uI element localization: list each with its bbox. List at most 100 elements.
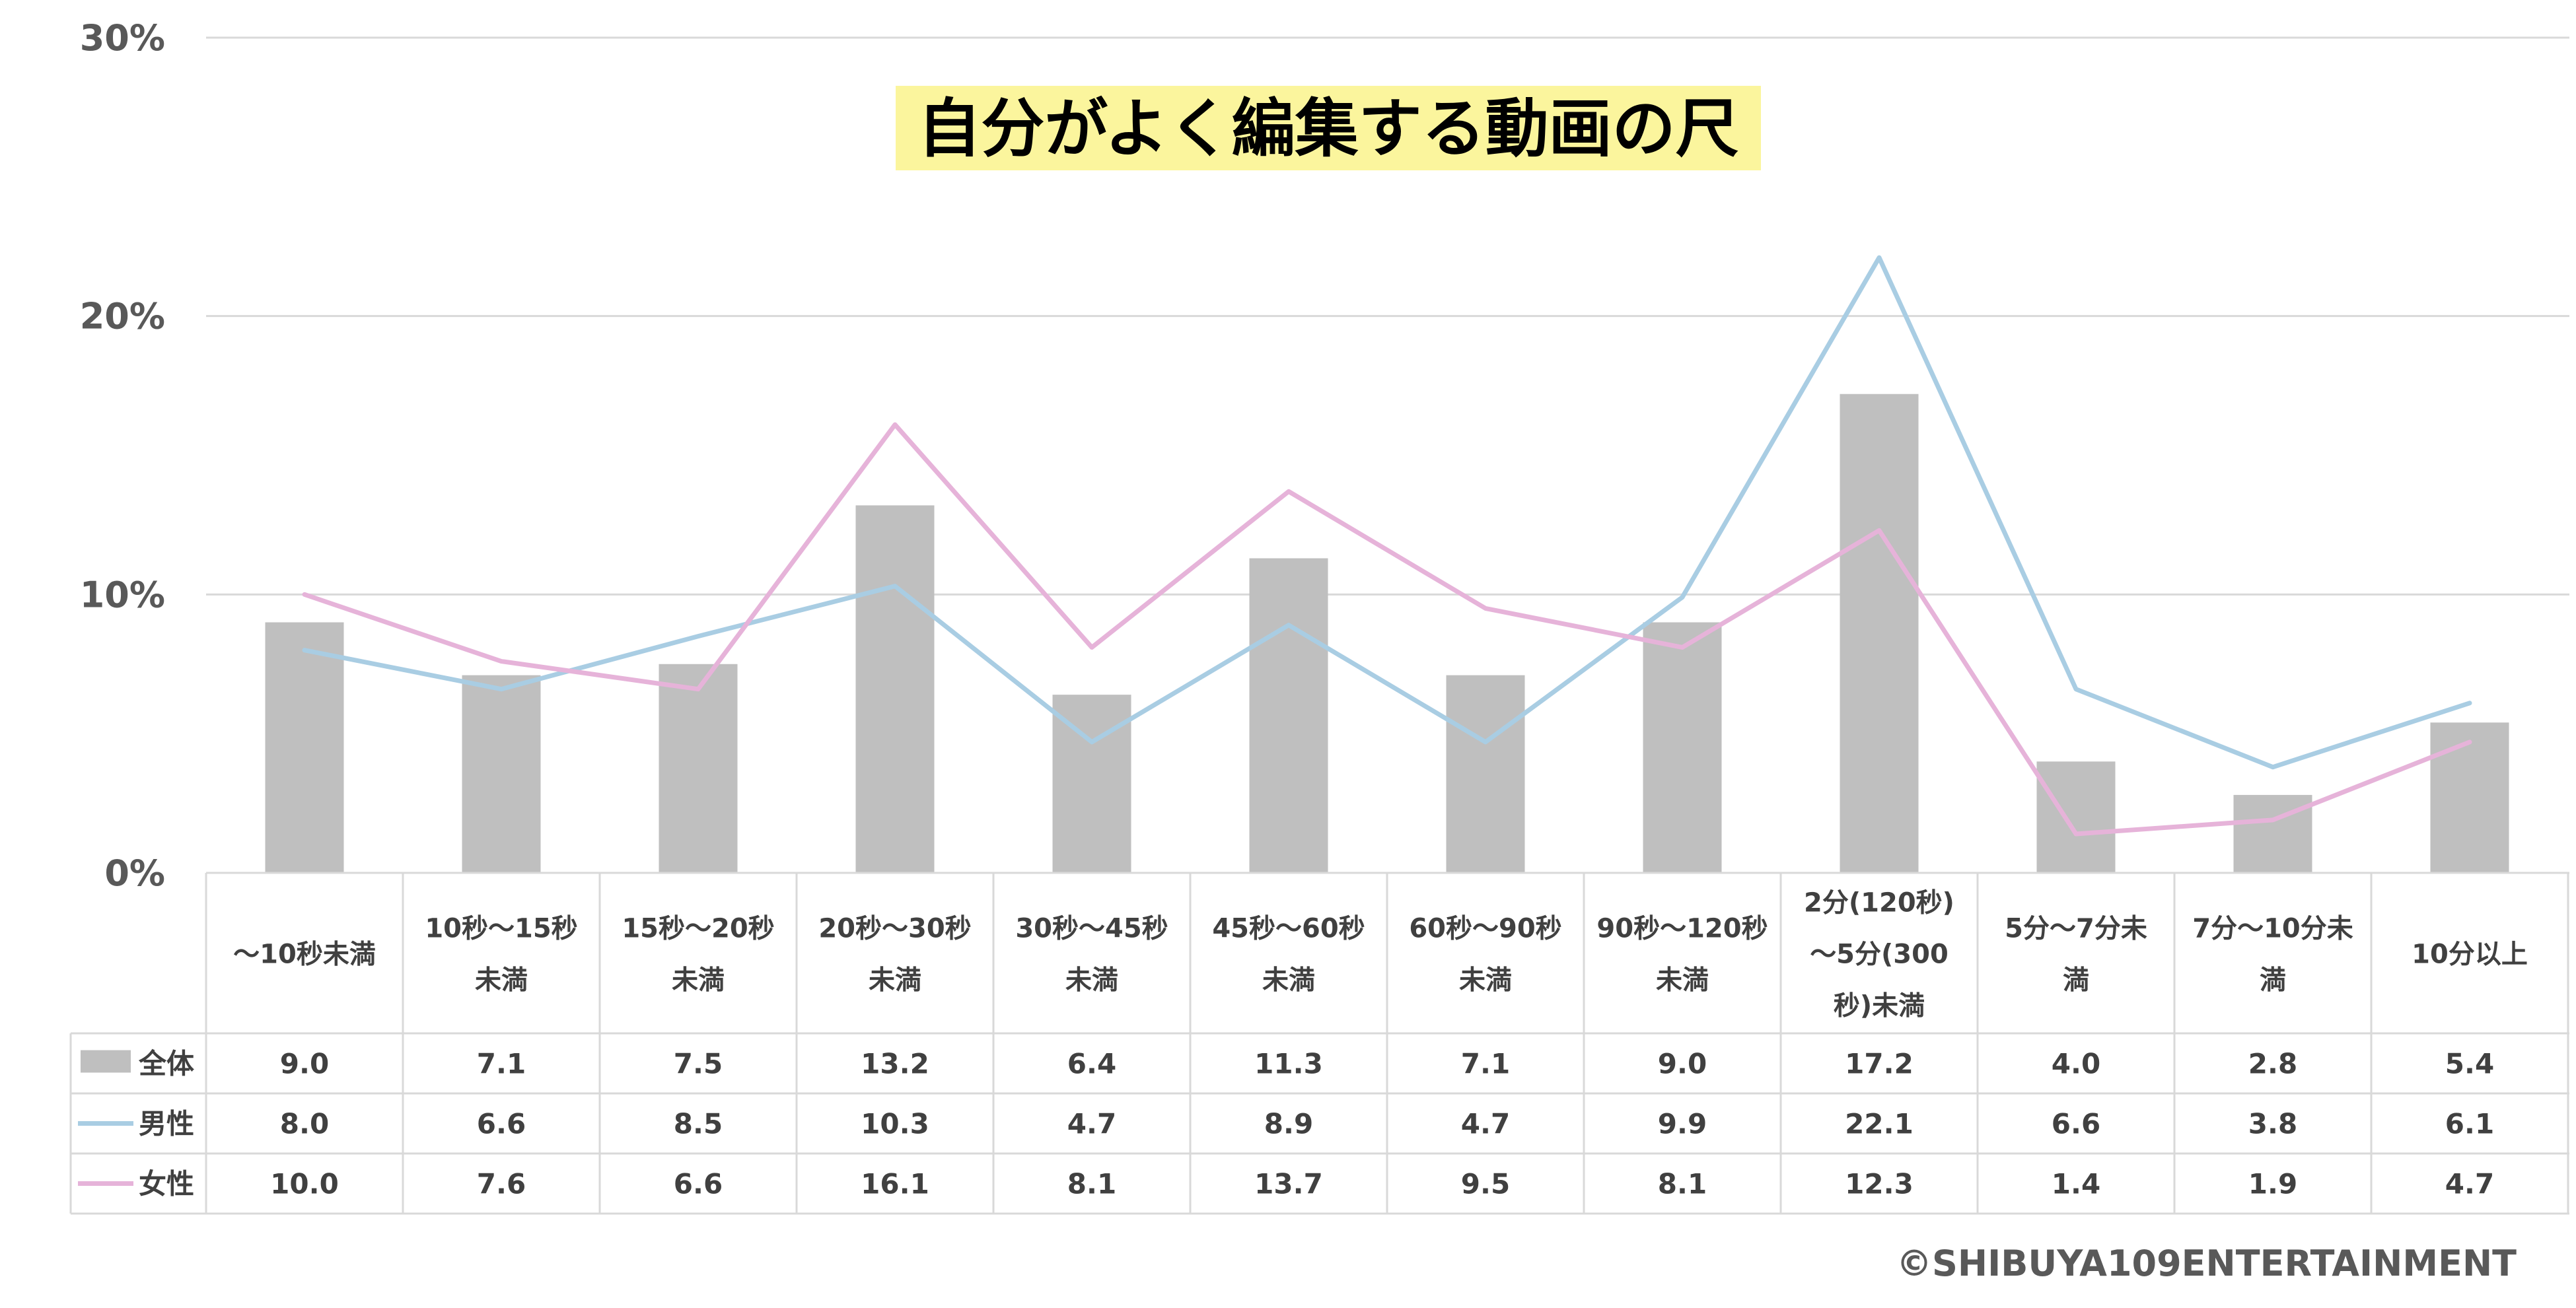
table-cell: 12.3 [1845, 1168, 1914, 1200]
table-cell: 9.5 [1461, 1168, 1510, 1200]
gridlines [206, 36, 2569, 596]
chart-title: 自分がよく編集する動画の尺 [917, 92, 1738, 166]
table-cell: 6.6 [674, 1168, 723, 1200]
category-label: 2分(120秒) 〜5分(300 秒)未満 [1804, 888, 1954, 1021]
table-cell: 1.9 [2248, 1168, 2297, 1200]
copyright-text: ©SHIBUYA109ENTERTAINMENT [1896, 1243, 2517, 1284]
category-label: 20秒〜30秒未満 [818, 914, 971, 996]
category-label: 60秒〜90秒未満 [1409, 914, 1561, 996]
table-cell: 5.4 [2445, 1048, 2494, 1080]
category-label-line: 5分〜7分未 [2005, 914, 2147, 944]
chart-title-group: 自分がよく編集する動画の尺 [896, 86, 1761, 170]
y-tick-label: 20% [80, 296, 165, 337]
category-label-line: 20秒〜30秒 [818, 914, 971, 944]
table-cell: 17.2 [1845, 1048, 1914, 1080]
bar [1643, 622, 1722, 873]
category-label: 〜10秒未満 [233, 940, 376, 970]
table-cell: 7.1 [477, 1048, 526, 1080]
table-cell: 6.1 [2445, 1108, 2494, 1140]
category-label-line: 満 [2063, 965, 2089, 996]
category-label-line: 未満 [1065, 965, 1118, 996]
table-cell: 6.4 [1067, 1048, 1116, 1080]
legend-label-男性: 男性 [139, 1108, 194, 1140]
category-label-line: 秒)未満 [1834, 991, 1925, 1021]
table-cell: 9.0 [280, 1048, 329, 1080]
category-label-line: 未満 [672, 965, 725, 996]
legend-label-女性: 女性 [139, 1168, 194, 1200]
category-label: 15秒〜20秒未満 [622, 914, 774, 996]
bar [1446, 675, 1525, 873]
category-label-line: 未満 [475, 965, 528, 996]
table-cell: 10.3 [861, 1108, 929, 1140]
table-cell: 6.6 [477, 1108, 526, 1140]
table-cell: 7.5 [674, 1048, 723, 1080]
category-label-line: 60秒〜90秒 [1409, 914, 1561, 944]
bar [2036, 761, 2116, 873]
bar [462, 675, 541, 873]
legend-key-全体 [81, 1050, 131, 1073]
category-label-line: 2分(120秒) [1804, 888, 1954, 918]
bar [1249, 558, 1328, 873]
table-cell: 13.7 [1254, 1168, 1323, 1200]
line-series [302, 255, 2472, 837]
table-cell: 9.0 [1658, 1048, 1707, 1080]
category-label: 30秒〜45秒未満 [1015, 914, 1168, 996]
table-cell: 6.6 [2052, 1108, 2100, 1140]
bar [2430, 722, 2509, 873]
table-cell: 16.1 [861, 1168, 929, 1200]
category-label-line: 7分〜10分未 [2192, 914, 2353, 944]
legend-label-全体: 全体 [138, 1048, 194, 1080]
table-cell: 11.3 [1254, 1048, 1323, 1080]
bar-series-total [265, 394, 2509, 873]
table-cell: 9.9 [1658, 1108, 1707, 1140]
table-cell: 8.9 [1264, 1108, 1313, 1140]
bar [1840, 394, 1919, 873]
category-label-line: 30秒〜45秒 [1015, 914, 1168, 944]
table-cell: 8.1 [1067, 1168, 1116, 1200]
category-label-line: 90秒〜120秒 [1596, 914, 1768, 944]
table-cell: 4.7 [1067, 1108, 1116, 1140]
data-table: 〜10秒未満10秒〜15秒未満15秒〜20秒未満20秒〜30秒未満30秒〜45秒… [69, 872, 2569, 1215]
table-cell: 7.1 [1461, 1048, 1510, 1080]
category-label: 7分〜10分未満 [2192, 914, 2353, 996]
category-label-line: 満 [2260, 965, 2286, 996]
category-label-line: 〜10秒未満 [233, 940, 376, 970]
line-女性 [302, 422, 2472, 837]
table-cell: 22.1 [1845, 1108, 1914, 1140]
table-cell: 7.6 [477, 1168, 526, 1200]
category-label: 90秒〜120秒未満 [1596, 914, 1768, 996]
category-label: 10秒〜15秒未満 [425, 914, 577, 996]
bar [659, 664, 738, 873]
category-label-line: 未満 [1459, 965, 1512, 996]
category-label-line: 未満 [1262, 965, 1315, 996]
y-axis-ticks: 0% 10% 20% 30% [80, 17, 165, 894]
category-label-line: 〜5分(300 [1810, 940, 1949, 970]
category-label-line: 未満 [1656, 965, 1709, 996]
table-cell: 8.5 [674, 1108, 723, 1140]
y-tick-label: 10% [80, 574, 165, 615]
table-cell: 1.4 [2052, 1168, 2100, 1200]
table-cell: 10.0 [270, 1168, 339, 1200]
table-cell: 13.2 [861, 1048, 929, 1080]
table-cell: 4.0 [2052, 1048, 2100, 1080]
table-cell: 8.0 [280, 1108, 329, 1140]
y-tick-label: 0% [104, 852, 165, 894]
table-cell: 2.8 [2248, 1048, 2297, 1080]
category-label: 5分〜7分未満 [2005, 914, 2147, 996]
category-label-line: 10秒〜15秒 [425, 914, 577, 944]
table-cell: 3.8 [2248, 1108, 2297, 1140]
table-cell: 8.1 [1658, 1168, 1707, 1200]
bar [855, 505, 935, 873]
table-cell: 4.7 [1461, 1108, 1510, 1140]
table-cell: 4.7 [2445, 1168, 2494, 1200]
bar [265, 622, 344, 873]
category-label: 45秒〜60秒未満 [1212, 914, 1365, 996]
category-label-line: 45秒〜60秒 [1212, 914, 1365, 944]
category-label-line: 10分以上 [2412, 940, 2528, 970]
title-highlight [896, 86, 1761, 170]
category-label-line: 15秒〜20秒 [622, 914, 774, 944]
line-男性 [302, 255, 2472, 770]
y-tick-label: 30% [80, 17, 165, 59]
category-label-line: 未満 [869, 965, 921, 996]
